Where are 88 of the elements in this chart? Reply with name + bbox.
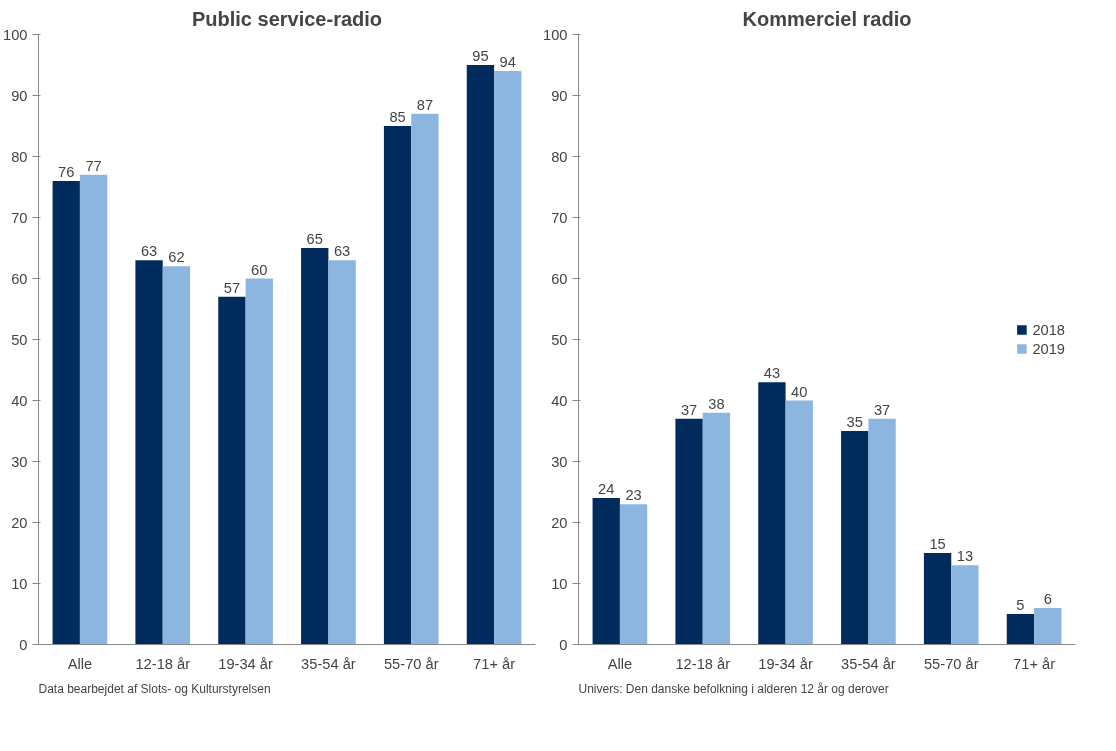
bar: [702, 412, 731, 645]
bar: [592, 498, 620, 645]
bar: [758, 382, 786, 645]
data-label: 62: [168, 249, 185, 266]
x-tick-label: 55-70 år: [383, 655, 439, 672]
data-label: 5: [1016, 597, 1025, 613]
bar: [841, 431, 869, 645]
bar: [383, 126, 412, 645]
data-label: 63: [140, 243, 158, 260]
y-tick-label: 0: [19, 636, 28, 653]
data-label: 57: [223, 279, 241, 296]
bar: [301, 248, 329, 645]
y-tick-label: 30: [11, 453, 28, 470]
y-tick-label: 20: [11, 514, 28, 531]
text: Data bearbejdet af Slots- og Kulturstyrelsen: [38, 681, 271, 696]
x-tick-label: 35-54 år: [301, 655, 356, 672]
y-tick-label: 40: [551, 392, 568, 409]
x-tick-label: 35-54 år: [841, 655, 896, 672]
data-label: 63: [333, 243, 351, 260]
data-label: 65: [306, 231, 323, 247]
y-tick-label: 70: [551, 209, 568, 226]
x-tick-label: 12-18 år: [135, 655, 191, 672]
bar: [135, 260, 163, 645]
y-tick-label: 10: [11, 575, 28, 592]
y-tick-label: 50: [551, 331, 568, 348]
bar: [1006, 614, 1035, 645]
x-tick-label: Alle: [67, 655, 93, 672]
bar: [868, 418, 896, 645]
bar: [245, 278, 273, 645]
y-tick-label: 80: [551, 148, 568, 165]
data-label: 95: [472, 48, 489, 64]
data-label: 85: [389, 109, 406, 125]
bar: [328, 260, 356, 645]
x-tick-label: 55-70 år: [923, 655, 979, 672]
x-tick-label: Alle: [607, 655, 633, 672]
chart-title: Kommerciel radio: [742, 7, 912, 30]
bar: [494, 71, 522, 645]
data-label: 43: [763, 365, 781, 382]
y-tick-label: 20: [551, 514, 568, 531]
y-tick-label: 70: [11, 209, 28, 226]
y-tick-label: 40: [11, 392, 28, 409]
data-label: 15: [929, 536, 946, 552]
bar: [52, 180, 80, 645]
y-tick-label: 100: [3, 26, 28, 43]
data-label: 87: [416, 96, 434, 113]
y-tick-label: 50: [11, 331, 28, 348]
data-label: 13: [956, 548, 974, 565]
y-tick-label: 60: [551, 270, 568, 287]
bar: [79, 174, 108, 645]
x-tick-label: 19-34 år: [758, 655, 813, 672]
data-label: 76: [58, 163, 75, 180]
data-label: 60: [251, 261, 268, 278]
data-label: 6: [1043, 590, 1052, 607]
data-label: 24: [598, 481, 615, 498]
bar: [466, 65, 495, 645]
bar: [675, 418, 703, 645]
text: Univers: Den danske befolkning i alderen 12 år og derover: [578, 681, 889, 696]
y-tick-label: 90: [11, 87, 28, 104]
y-tick-label: 100: [543, 26, 568, 43]
data-label: 40: [791, 383, 808, 400]
bar: [785, 400, 813, 645]
y-tick-label: 80: [11, 148, 28, 165]
y-tick-label: 10: [551, 575, 568, 592]
bar: [411, 113, 439, 645]
data-label: 37: [680, 401, 698, 418]
data-label: 37: [873, 401, 891, 418]
legend-label: 2018: [1032, 321, 1065, 338]
y-tick-label: 90: [551, 87, 568, 104]
data-label: 38: [708, 395, 725, 412]
bar: [218, 296, 246, 645]
x-tick-label: 71+ år: [1013, 655, 1056, 672]
bar: [619, 504, 648, 645]
x-tick-label: 12-18 år: [675, 655, 731, 672]
bar: [923, 553, 952, 645]
y-tick-label: 0: [559, 636, 568, 653]
bar: [162, 266, 191, 645]
chart-title: Public service-radio: [191, 7, 383, 30]
data-label: 35: [846, 414, 863, 430]
data-label: 23: [625, 487, 642, 504]
x-tick-label: 19-34 år: [218, 655, 273, 672]
data-label: 77: [85, 157, 102, 174]
y-tick-label: 30: [551, 453, 568, 470]
bar: [951, 565, 979, 645]
x-tick-label: 71+ år: [473, 655, 516, 672]
bar: [1034, 607, 1062, 645]
data-label: 94: [499, 54, 516, 71]
y-tick-label: 60: [11, 270, 28, 287]
legend-label: 2019: [1032, 340, 1065, 357]
